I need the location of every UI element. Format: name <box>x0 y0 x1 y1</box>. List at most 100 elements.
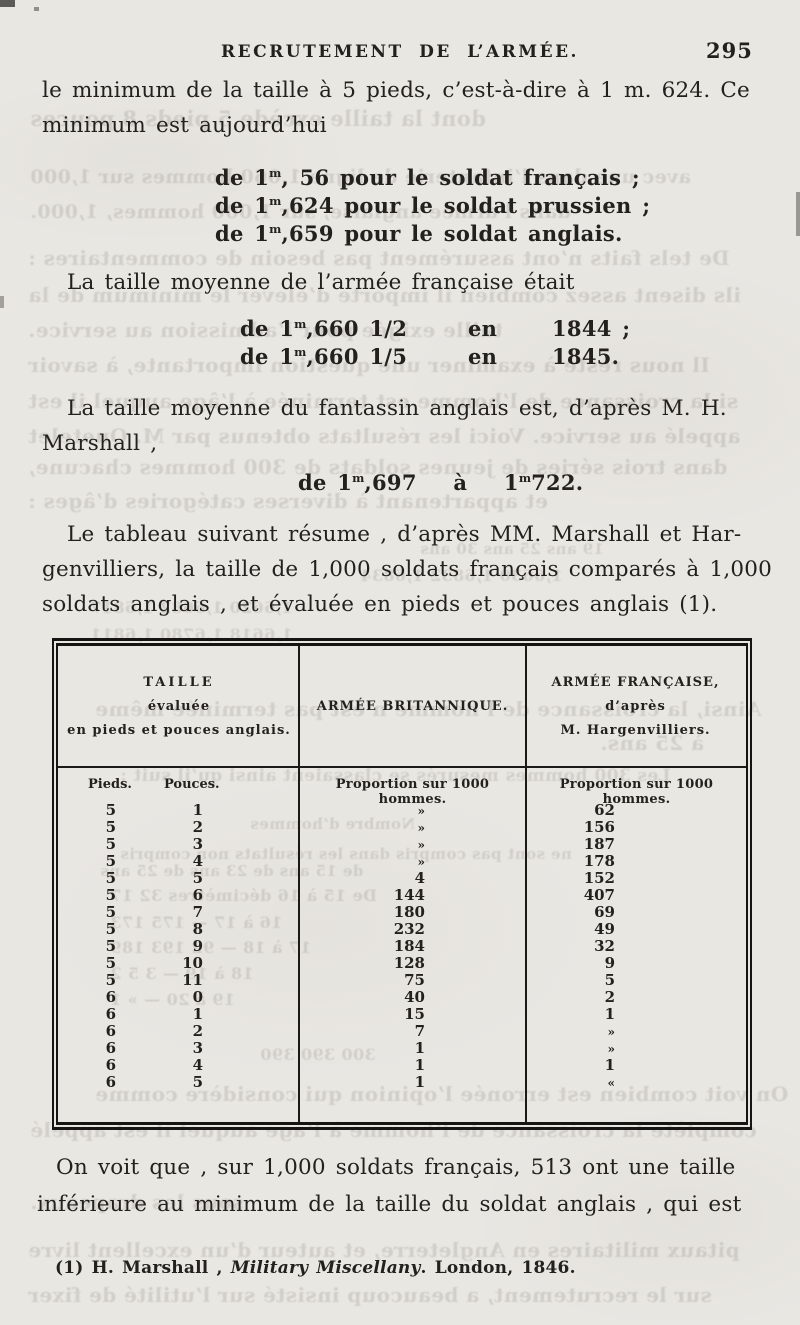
pieds-value: 5 <box>105 971 116 989</box>
pieds-value: 6 <box>105 1005 116 1023</box>
page-number: 295 <box>706 38 753 63</box>
footnote-text: . London, 1846. <box>420 1258 576 1278</box>
pieds-value: 6 <box>105 1073 116 1091</box>
british-proportion-value: » <box>417 804 426 818</box>
pieds-value: 5 <box>105 886 116 904</box>
british-proportion-value: 40 <box>404 988 425 1006</box>
superscript-m: m <box>269 194 282 208</box>
paragraph-line: La taille moyenne du fantassin anglais e… <box>67 396 727 421</box>
french-cell: 178 <box>525 853 746 871</box>
pouces-value: 3 <box>192 835 203 853</box>
french-proportion-value: 1 <box>604 1056 615 1074</box>
british-cell: 1 <box>300 1057 525 1074</box>
subheader-pieds: Pieds. <box>88 777 132 792</box>
pouces-value: 6 <box>192 886 203 904</box>
subheader-proportion-brit: Proportion sur 1000 hommes. <box>335 777 490 807</box>
french-proportion-value: » <box>607 1025 616 1039</box>
british-proportion-value: » <box>417 821 426 835</box>
header-text: ARMÉE BRITANNIQUE. <box>316 698 509 714</box>
british-proportion-value: 128 <box>393 954 425 972</box>
connector-word: en <box>468 344 498 369</box>
footnote: (1) H. Marshall , Military Miscellany. L… <box>55 1258 576 1278</box>
scan-speck <box>34 7 39 11</box>
pouces-value: 7 <box>192 903 203 921</box>
table-row: 5 6 144 407 <box>58 887 746 904</box>
british-proportion-value: 232 <box>393 920 425 938</box>
french-cell: 152 <box>525 870 746 887</box>
british-proportion-value: » <box>417 838 426 852</box>
table-row: 5 4» 178 <box>58 853 746 870</box>
table-row: 5 10 128 9 <box>58 955 746 972</box>
british-cell: » <box>300 836 525 854</box>
paragraph-line: genvilliers, la taille de 1,000 soldats … <box>42 557 773 582</box>
measure-text: 1 <box>503 470 519 495</box>
table-body: 5 1» 62 5 2» 156 5 3» 187 5 4» 178 5 5 4 152 5 6 144 407 5 7 1… <box>58 802 746 1091</box>
pieds-value: 6 <box>105 1056 116 1074</box>
header-text: M. Hargenvilliers. <box>560 722 711 738</box>
pouces-value: 4 <box>192 852 203 870</box>
british-proportion-value: 4 <box>414 869 425 887</box>
french-cell: 2 <box>525 989 746 1006</box>
pouces-value: 1 <box>192 1005 203 1023</box>
french-cell: 32 <box>525 938 746 955</box>
paragraph-line: On voit que , sur 1,000 soldats français… <box>56 1155 736 1180</box>
french-cell: 156 <box>525 819 746 837</box>
measure-text: de 1 <box>298 470 353 495</box>
british-cell: » <box>300 802 525 820</box>
pieds-value: 5 <box>105 801 116 819</box>
pouces-value: 3 <box>192 1039 203 1057</box>
pieds-value: 6 <box>105 1039 116 1057</box>
pouces-value: 2 <box>192 1022 203 1040</box>
french-proportion-value: 32 <box>594 937 615 955</box>
french-proportion-value: 187 <box>583 835 615 853</box>
measure-text: ,624 pour le soldat prussien ; <box>281 193 651 218</box>
british-proportion-value: 144 <box>393 886 425 904</box>
average-1845: de 1m,660 1/5 en 1845. <box>0 344 800 374</box>
table-row: 6 3 1 » <box>58 1040 746 1057</box>
measure-text: de 1 <box>215 193 270 218</box>
superscript-m: m <box>294 345 307 359</box>
footnote-text: (1) H. Marshall , <box>55 1258 231 1278</box>
french-cell: 49 <box>525 921 746 938</box>
british-proportion-value: 184 <box>393 937 425 955</box>
british-cell: 232 <box>300 921 525 938</box>
pieds-value: 5 <box>105 920 116 938</box>
british-proportion-value: 7 <box>414 1022 425 1040</box>
pouces-value: 8 <box>192 920 203 938</box>
british-proportion-value: 1 <box>414 1039 425 1057</box>
french-cell: » <box>525 1040 746 1058</box>
french-cell: » <box>525 1023 746 1041</box>
british-proportion-value: » <box>417 855 426 869</box>
table-header-row: TAILLE évaluée en pieds et pouces anglai… <box>58 646 746 768</box>
header-text: d’après <box>605 698 666 714</box>
taille-cell: 5 11 <box>58 972 300 989</box>
pieds-value: 5 <box>105 903 116 921</box>
superscript-m: m <box>518 471 532 485</box>
french-proportion-value: 178 <box>583 852 615 870</box>
pieds-value: 5 <box>105 937 116 955</box>
british-proportion-value: 75 <box>404 971 425 989</box>
table-row: 6 4 1 1 <box>58 1057 746 1074</box>
pouces-value: 2 <box>192 818 203 836</box>
superscript-m: m <box>269 222 282 236</box>
header-taille: TAILLE évaluée en pieds et pouces anglai… <box>58 646 300 766</box>
connector-word: en <box>468 316 498 341</box>
british-cell: 144 <box>300 887 525 904</box>
french-proportion-value: 2 <box>604 988 615 1006</box>
subheader-proportion-fr: Proportion sur 1000 hommes. <box>559 777 714 807</box>
taille-cell: 5 10 <box>58 955 300 972</box>
header-text: en pieds et pouces anglais. <box>67 722 291 738</box>
pouces-value: 4 <box>192 1056 203 1074</box>
british-cell: 15 <box>300 1006 525 1023</box>
french-cell: 9 <box>525 955 746 972</box>
measure-text: de 1 <box>215 221 270 246</box>
column-divider <box>525 646 527 1122</box>
